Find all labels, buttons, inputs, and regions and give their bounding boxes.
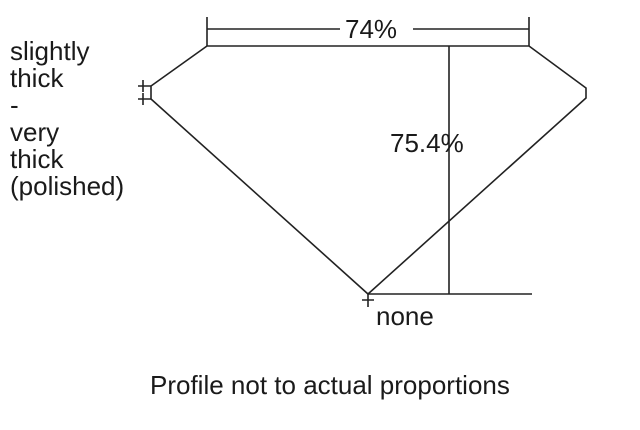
girdle-label-line: (polished) — [10, 171, 125, 201]
girdle-thickness-label: slightly thick - very thick (polished) — [10, 38, 124, 200]
table-percent-label: 74% — [345, 14, 398, 44]
girdle-label-line: thick — [10, 144, 64, 174]
depth-percent-label: 75.4% — [390, 128, 464, 158]
girdle-marker-icon — [138, 80, 151, 105]
caption: Profile not to actual proportions — [150, 370, 510, 400]
girdle-label-line: thick — [10, 63, 64, 93]
girdle-label-line: slightly — [10, 36, 90, 66]
culet-marker-icon — [362, 294, 374, 307]
girdle-label-line: - — [10, 90, 19, 120]
gem-outline — [150, 45, 587, 296]
culet-label: none — [376, 301, 434, 331]
girdle-label-line: very — [10, 117, 60, 147]
